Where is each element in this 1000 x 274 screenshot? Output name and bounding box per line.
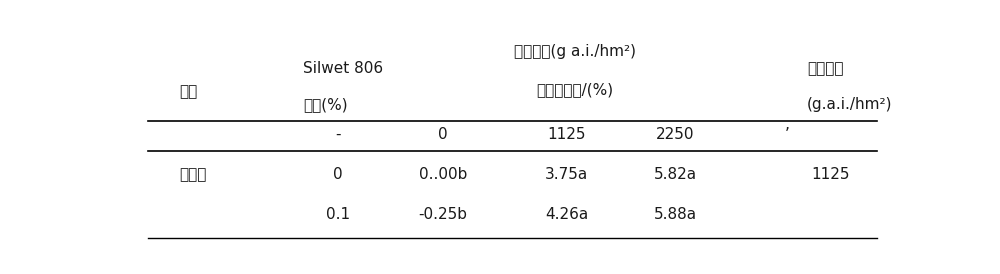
Text: Silwet 806: Silwet 806: [303, 61, 383, 76]
Text: 鲜重抑制率/(%): 鲜重抑制率/(%): [536, 82, 613, 97]
Text: 3.75a: 3.75a: [545, 167, 588, 182]
Text: 1125: 1125: [811, 167, 850, 182]
Text: 2250: 2250: [656, 127, 694, 142]
Text: 药剂: 药剂: [179, 84, 198, 99]
Text: 0: 0: [333, 167, 343, 182]
Text: 4.26a: 4.26a: [545, 207, 588, 222]
Text: 0.1: 0.1: [326, 207, 350, 222]
Text: ʼ: ʼ: [785, 127, 790, 142]
Text: 1125: 1125: [548, 127, 586, 142]
Text: 5.88a: 5.88a: [654, 207, 697, 222]
Text: (g.a.i./hm²): (g.a.i./hm²): [807, 97, 893, 112]
Text: 0..00b: 0..00b: [419, 167, 467, 182]
Text: 绿麦隆: 绿麦隆: [179, 167, 207, 182]
Text: -0.25b: -0.25b: [418, 207, 467, 222]
Text: 推荐剂量: 推荐剂量: [807, 61, 844, 76]
Text: 0: 0: [438, 127, 448, 142]
Text: -: -: [335, 127, 341, 142]
Text: 药剂剂量(g a.i./hm²): 药剂剂量(g a.i./hm²): [514, 44, 636, 59]
Text: 5.82a: 5.82a: [654, 167, 697, 182]
Text: 剂量(%): 剂量(%): [303, 97, 348, 112]
